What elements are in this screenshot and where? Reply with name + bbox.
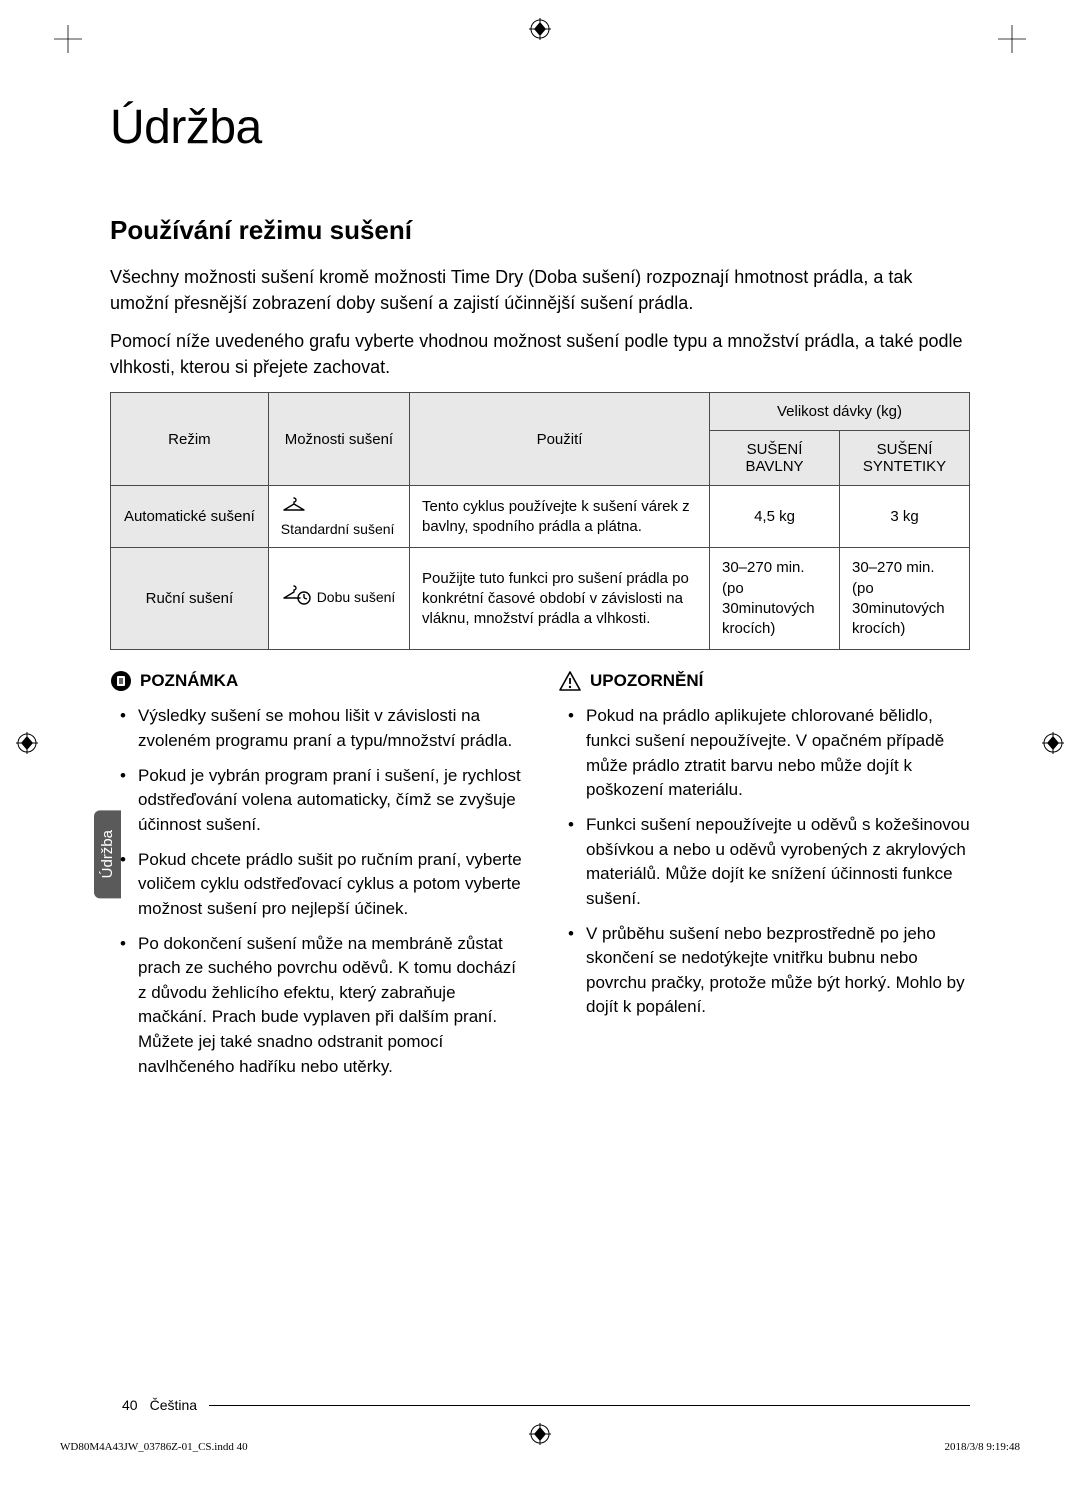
- drying-table: Režim Možnosti sušení Použití Velikost d…: [110, 392, 970, 650]
- section-title: Používání režimu sušení: [110, 215, 970, 246]
- note-column: POZNÁMKA Výsledky sušení se mohou lišit …: [110, 670, 522, 1089]
- td-row2-usage: Použijte tuto funkci pro sušení prádla p…: [410, 548, 710, 650]
- hanger-icon: [281, 496, 397, 517]
- th-options: Možnosti sušení: [268, 393, 409, 486]
- td-row1-usage: Tento cyklus používejte k sušení várek z…: [410, 486, 710, 548]
- note-icon: [110, 670, 132, 692]
- note-header: POZNÁMKA: [110, 670, 522, 692]
- footer-rule: [209, 1405, 970, 1406]
- th-cotton: SUŠENÍ BAVLNY: [710, 431, 840, 486]
- print-date: 2018/3/8 9:19:48: [945, 1441, 1020, 1453]
- th-synth: SUŠENÍ SYNTETIKY: [840, 431, 970, 486]
- registration-mark-top: [529, 18, 551, 46]
- note-item: Výsledky sušení se mohou lišit v závislo…: [110, 704, 522, 753]
- td-row2-option: Dobu sušení: [268, 548, 409, 650]
- page-number: 40: [122, 1397, 138, 1413]
- td-row1-cotton: 4,5 kg: [710, 486, 840, 548]
- page-footer: 40 Čeština: [122, 1397, 970, 1413]
- crop-mark-tr: [998, 24, 1026, 61]
- page-language: Čeština: [150, 1397, 197, 1413]
- td-row2-cotton: 30–270 min. (po 30minutových krocích): [710, 548, 840, 650]
- page-title: Údržba: [110, 100, 970, 155]
- td-row1-option-label: Standardní sušení: [281, 521, 395, 537]
- note-item: Po dokončení sušení může na membráně zůs…: [110, 932, 522, 1080]
- warning-header-text: UPOZORNĚNÍ: [590, 671, 703, 691]
- td-row1-option: Standardní sušení: [268, 486, 409, 548]
- td-row2-synth: 30–270 min. (po 30minutových krocích): [840, 548, 970, 650]
- crop-mark-tl: [54, 24, 82, 61]
- warning-item: V průběhu sušení nebo bezprostředně po j…: [558, 922, 970, 1021]
- td-row2-mode: Ruční sušení: [111, 548, 269, 650]
- td-row2-option-label: Dobu sušení: [317, 590, 396, 606]
- th-mode: Režim: [111, 393, 269, 486]
- print-meta: WD80M4A43JW_03786Z-01_CS.indd 40 2018/3/…: [60, 1441, 1020, 1453]
- intro-paragraph-1: Všechny možnosti sušení kromě možnosti T…: [110, 264, 970, 316]
- warning-header: UPOZORNĚNÍ: [558, 670, 970, 692]
- registration-mark-left: [16, 732, 38, 760]
- note-header-text: POZNÁMKA: [140, 671, 238, 691]
- warning-icon: [558, 670, 582, 692]
- intro-paragraph-2: Pomocí níže uvedeného grafu vyberte vhod…: [110, 328, 970, 380]
- td-row1-synth: 3 kg: [840, 486, 970, 548]
- th-usage: Použití: [410, 393, 710, 486]
- note-item: Pokud chcete prádlo sušit po ručním pran…: [110, 848, 522, 922]
- registration-mark-right: [1042, 732, 1064, 760]
- th-load: Velikost dávky (kg): [710, 393, 970, 431]
- warning-item: Funkci sušení nepoužívejte u oděvů s kož…: [558, 813, 970, 912]
- intro-block: Všechny možnosti sušení kromě možnosti T…: [110, 264, 970, 380]
- print-file: WD80M4A43JW_03786Z-01_CS.indd 40: [60, 1441, 248, 1453]
- note-item: Pokud je vybrán program praní i sušení, …: [110, 764, 522, 838]
- td-row1-mode: Automatické sušení: [111, 486, 269, 548]
- hanger-clock-icon: [281, 584, 311, 609]
- warning-item: Pokud na prádlo aplikujete chlorované bě…: [558, 704, 970, 803]
- warning-column: UPOZORNĚNÍ Pokud na prádlo aplikujete ch…: [558, 670, 970, 1089]
